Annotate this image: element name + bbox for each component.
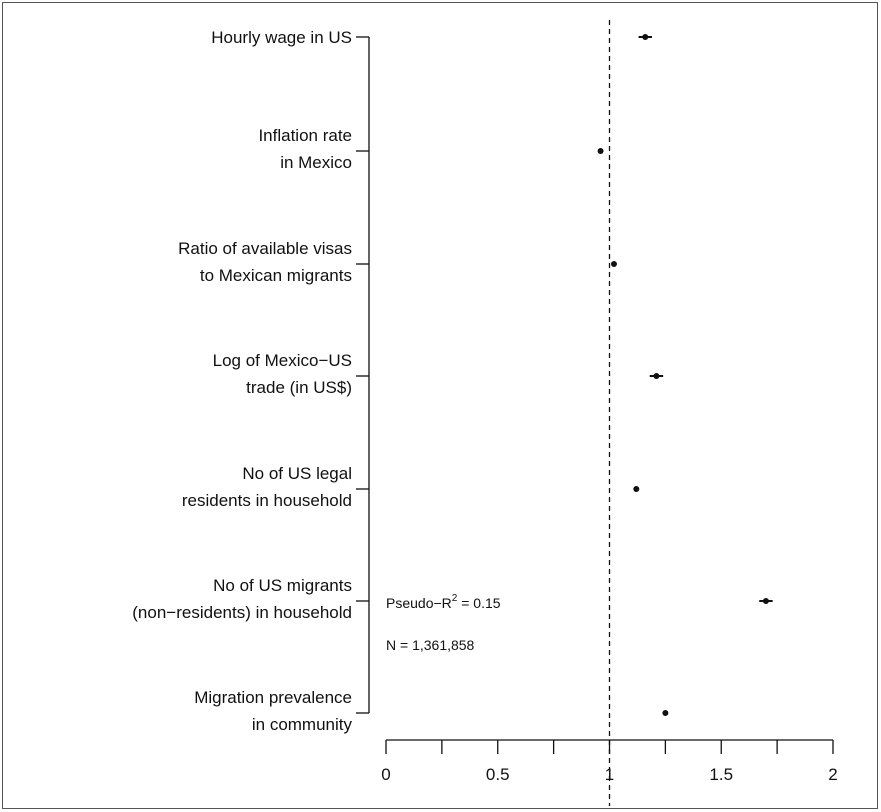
pseudo-r2-annotation: Pseudo−R2 = 0.15 <box>386 593 501 611</box>
category-label: in community <box>252 715 353 734</box>
category-label: Inflation rate <box>258 126 352 145</box>
x-tick-label: 1.5 <box>709 765 733 784</box>
category-label: Ratio of available visas <box>178 239 352 258</box>
x-tick-label: 0.5 <box>486 765 510 784</box>
estimate-point <box>633 486 640 492</box>
annotations: Pseudo−R2 = 0.15 N = 1,361,858 <box>386 593 501 653</box>
estimate-point <box>662 710 669 716</box>
x-tick-label: 2 <box>828 765 837 784</box>
category-label: in Mexico <box>280 153 352 172</box>
category-label: residents in household <box>182 491 352 510</box>
category-label: Hourly wage in US <box>211 28 352 47</box>
estimate-point <box>610 261 617 267</box>
estimate-point <box>653 373 660 379</box>
estimate-point <box>642 34 649 40</box>
estimate-marks <box>597 34 773 716</box>
category-label: trade (in US$) <box>246 378 352 397</box>
category-label: (non−residents) in household <box>132 603 352 622</box>
category-label: Migration prevalence <box>194 688 352 707</box>
x-tick-label: 1 <box>605 765 614 784</box>
y-axis: Hourly wage in US Inflation rate in Mexico… <box>132 28 370 734</box>
category-label: No of US migrants <box>213 576 352 595</box>
estimate-point <box>597 148 604 154</box>
category-label: No of US legal <box>242 464 352 483</box>
category-label: Log of Mexico−US <box>213 351 352 370</box>
estimate-point <box>762 598 769 604</box>
category-label: to Mexican migrants <box>200 266 352 285</box>
n-annotation: N = 1,361,858 <box>386 637 475 653</box>
x-tick-label: 0 <box>381 765 390 784</box>
